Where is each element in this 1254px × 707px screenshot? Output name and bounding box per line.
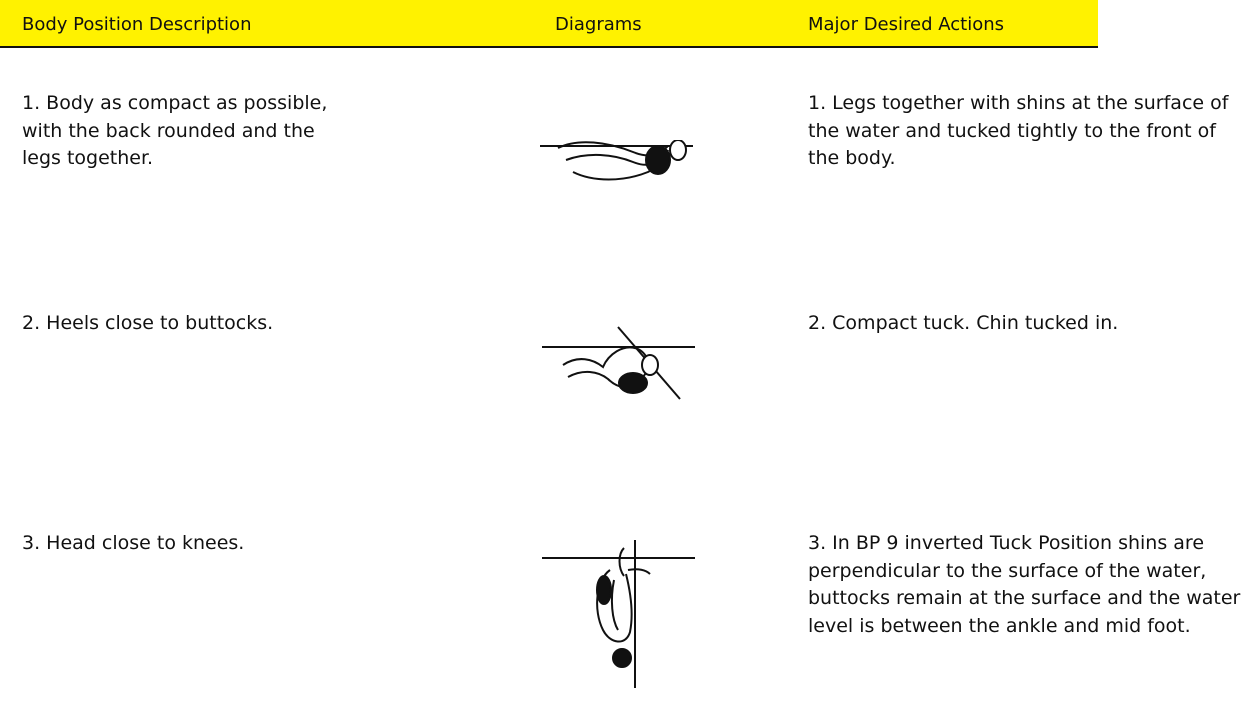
- description: 1. Body as compact as possible, with the…: [22, 92, 328, 169]
- column-header: Major Desired Actions: [808, 14, 1004, 35]
- column-header: Diagrams: [555, 14, 642, 35]
- description: 2. Heels close to buttocks.: [22, 312, 274, 334]
- actions: 1. Legs together with shins at the surfa…: [808, 92, 1229, 169]
- diagram: [542, 326, 695, 400]
- actions: 2. Compact tuck. Chin tucked in.: [808, 312, 1119, 334]
- actions: 3. In BP 9 inverted Tuck Position shins …: [808, 532, 1241, 637]
- column-header: Body Position Description: [22, 14, 252, 35]
- description: 3. Head close to knees.: [22, 532, 245, 554]
- diagram: [540, 140, 693, 181]
- table-header: Body Position Description Diagrams Major…: [0, 0, 1098, 48]
- diagram: [542, 540, 695, 688]
